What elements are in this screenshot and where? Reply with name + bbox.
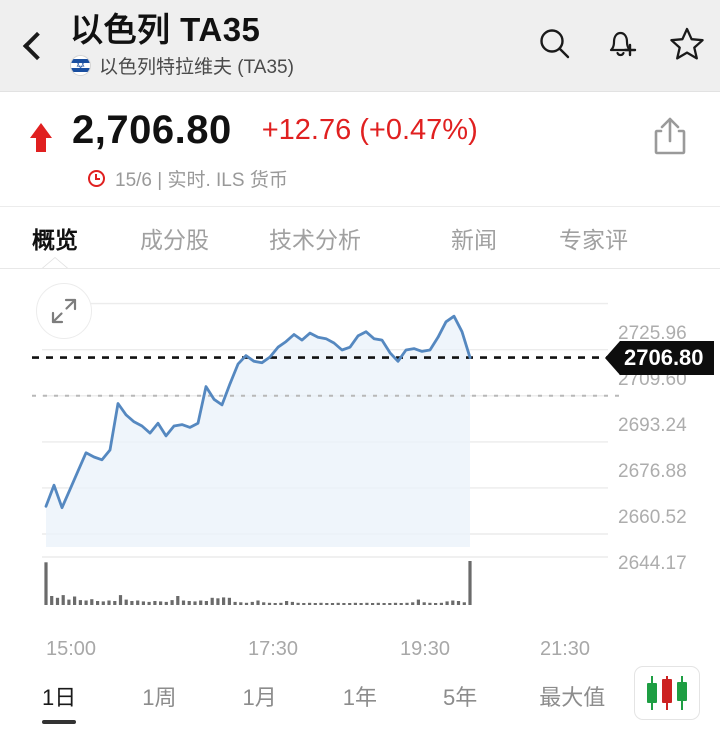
candle-green-2: [677, 676, 687, 710]
quote-meta-row: 15/6 | 实时. ILS 货币: [30, 165, 702, 192]
y-axis-label: 2693.24: [618, 414, 687, 436]
y-axis-label: 2660.52: [618, 506, 687, 528]
range-5y[interactable]: 5年: [443, 680, 477, 712]
section-tabs: 概览 成分股 技术分析 新闻 专家评: [0, 207, 720, 269]
current-price: 2,706.80: [72, 108, 232, 152]
candle-red: [662, 676, 672, 710]
tab-label: 专家评: [559, 226, 628, 253]
bell-plus-icon[interactable]: [602, 25, 640, 63]
tab-label: 成分股: [140, 226, 209, 253]
israel-flag-icon: ✡: [70, 54, 91, 76]
range-label: 1周: [142, 685, 177, 710]
price-summary: 2,706.80 +12.76 (+0.47%) 15/6 | 实时. ILS …: [0, 92, 720, 207]
arrow-up-icon: [30, 123, 52, 152]
range-label: 最大值: [539, 685, 606, 710]
tab-label: 概览: [32, 226, 78, 253]
range-1d[interactable]: 1日: [42, 680, 77, 724]
chevron-left-icon: [22, 31, 52, 60]
star-of-david-glyph: ✡: [75, 57, 86, 72]
candlestick-chart-icon[interactable]: [634, 666, 700, 720]
range-label: 5年: [443, 685, 478, 710]
price-row: 2,706.80 +12.76 (+0.47%): [30, 108, 702, 153]
search-icon[interactable]: [536, 25, 574, 63]
price-change: +12.76 (+0.47%): [261, 114, 478, 146]
tab-overview[interactable]: 概览: [32, 207, 78, 268]
x-axis-label: 17:30: [248, 638, 299, 660]
header-actions: [536, 25, 706, 67]
exchange-name: 以色列特拉维夫 (TA35): [99, 56, 294, 78]
price-chart[interactable]: 2706.80: [0, 269, 720, 629]
range-1y[interactable]: 1年: [343, 680, 377, 712]
tab-news[interactable]: 新闻: [451, 207, 497, 268]
active-tab-caret: [42, 258, 68, 268]
y-axis-label: 2676.88: [618, 460, 687, 482]
header-subtitle-row: ✡ 以色列特拉维夫 (TA35): [70, 52, 536, 79]
tab-expert-commentary[interactable]: 专家评: [559, 207, 628, 268]
page-title: 以色列 TA35: [70, 10, 261, 48]
clock-icon: [88, 170, 105, 187]
x-axis-label: 15:00: [46, 638, 97, 660]
tab-label: 新闻: [451, 226, 497, 253]
expand-chart-button[interactable]: [36, 283, 92, 339]
x-axis-label: 19:30: [400, 638, 451, 660]
y-axis-label: 2644.17: [618, 552, 687, 574]
header-title-group: 以色列 TA35 ✡ 以色列特拉维夫 (TA35): [60, 11, 536, 79]
range-1w[interactable]: 1周: [142, 680, 176, 712]
share-icon[interactable]: [650, 114, 690, 163]
range-label: 1年: [342, 685, 377, 710]
star-icon[interactable]: [668, 25, 706, 63]
tab-constituents[interactable]: 成分股: [140, 207, 209, 268]
current-price-badge: 2706.80: [605, 340, 714, 375]
quote-meta-text: 15/6 | 实时. ILS 货币: [115, 170, 288, 191]
back-button[interactable]: [8, 16, 60, 76]
tab-technical-analysis[interactable]: 技术分析: [269, 207, 361, 268]
tab-label: 技术分析: [269, 226, 361, 253]
range-max[interactable]: 最大值: [539, 680, 605, 712]
x-axis-label: 21:30: [540, 638, 591, 660]
range-label: 1月: [242, 685, 277, 710]
time-range-selector: 1日 1周 1月 1年 5年 最大值: [0, 660, 720, 732]
chart-canvas: [32, 302, 620, 605]
range-1m[interactable]: 1月: [243, 680, 277, 712]
candle-green-1: [647, 676, 657, 710]
app-header: 以色列 TA35 ✡ 以色列特拉维夫 (TA35): [0, 0, 720, 92]
range-label: 1日: [42, 685, 77, 710]
y-axis-label: 2725.96: [618, 322, 687, 344]
